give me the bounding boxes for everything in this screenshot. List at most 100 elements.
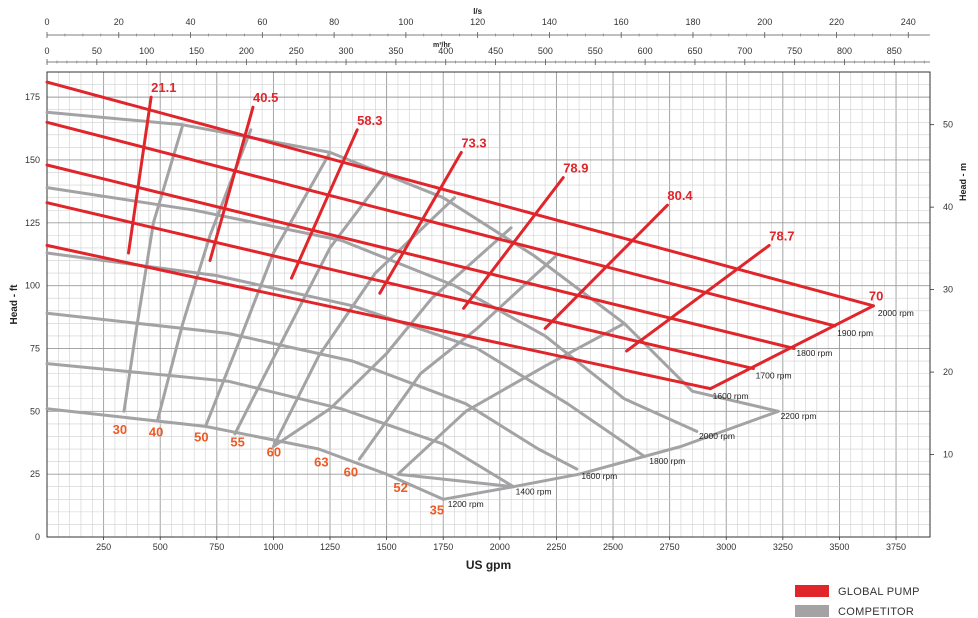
top-axis-m3hr-tick-label: 350 — [388, 46, 403, 56]
competitor-efficiency-label: 63 — [314, 455, 328, 470]
legend-label-global-pump: GLOBAL PUMP — [838, 586, 920, 598]
top-axis-m3hr-tick-label: 200 — [239, 46, 254, 56]
competitor-efficiency-label: 50 — [194, 429, 208, 444]
rpm-label: 1700 rpm — [756, 371, 792, 381]
competitor-efficiency-curve — [441, 485, 515, 501]
global-pump-efficiency-label: 78.7 — [769, 228, 794, 243]
x-tick-label: 1000 — [263, 542, 283, 552]
competitor-efficiency-label: 60 — [267, 445, 281, 460]
top-axis-ls-tick-label: 120 — [470, 17, 485, 27]
top-axes: l/s m³/hr 0 20 40 60 80 100 120 140 160 180 200 220… — [44, 7, 930, 65]
top-axis-m3hr-tick-label: 250 — [289, 46, 304, 56]
y-tick-label: 0 — [35, 532, 40, 542]
y2-tick-label: 20 — [943, 367, 953, 377]
top-axis-m3hr-tick-label: 800 — [837, 46, 852, 56]
y-tick-label: 25 — [30, 469, 40, 479]
legend: GLOBAL PUMP COMPETITOR — [795, 585, 920, 618]
y2-tick-label: 40 — [943, 202, 953, 212]
top-axis-ls-tick-label: 20 — [114, 17, 124, 27]
x-tick-label: 1500 — [377, 542, 397, 552]
rpm-label: 1900 rpm — [837, 328, 873, 338]
x-tick-label: 3500 — [829, 542, 849, 552]
rpm-label: 1800 rpm — [649, 456, 685, 466]
competitor-efficiency-label: 52 — [393, 480, 407, 495]
rpm-label: 2000 rpm — [878, 308, 914, 318]
global-pump-efficiency-label: 40.5 — [253, 90, 278, 105]
legend-swatch-global-pump — [795, 585, 829, 597]
global-pump-efficiency-label: 58.3 — [357, 113, 382, 128]
y2-tick-label: 50 — [943, 120, 953, 130]
competitor-speed-curve — [45, 186, 699, 433]
plot-area: 21.1 40.5 58.3 73.3 78.9 80.4 78.7 70 2000 rpm 19… — [45, 80, 914, 517]
top-axis-m3hr-tick-label: 450 — [488, 46, 503, 56]
rpm-label: 2200 rpm — [781, 411, 817, 421]
global-pump-efficiency-label: 21.1 — [151, 80, 176, 95]
top-axis-ls-tick-label: 240 — [901, 17, 916, 27]
top-axis-m3hr-tick-label: 650 — [687, 46, 702, 56]
x-tick-label: 2000 — [490, 542, 510, 552]
rpm-label: 1600 rpm — [713, 391, 749, 401]
global-pump-efficiency-label: 73.3 — [461, 135, 486, 150]
top-axis-m3hr-tick-label: 0 — [44, 46, 49, 56]
y2-tick-label: 10 — [943, 450, 953, 460]
global-pump-efficiency-label: 70 — [869, 289, 883, 304]
x-tick-label: 3000 — [716, 542, 736, 552]
top-axis-ls-tick-label: 180 — [685, 17, 700, 27]
rpm-label: 1800 rpm — [796, 348, 832, 358]
competitor-speed-curve — [45, 407, 445, 501]
competitor-efficiency-label: 55 — [230, 435, 244, 450]
top-axis-m3hr-tick-label: 550 — [588, 46, 603, 56]
x-tick-label: 500 — [153, 542, 168, 552]
y-tick-label: 100 — [25, 281, 40, 291]
y-tick-label: 150 — [25, 155, 40, 165]
global-pump-efficiency-curve — [378, 150, 463, 295]
global-pump-speed-curve — [45, 120, 837, 328]
global-pump-efficiency-curve — [290, 128, 359, 280]
top-axis-m3hr-tick-label: 850 — [887, 46, 902, 56]
top-axis-ls-tick-label: 220 — [829, 17, 844, 27]
global-pump-speed-curve — [45, 243, 712, 391]
top-axis-ls-tick-label: 40 — [186, 17, 196, 27]
rpm-label: 2000 rpm — [699, 431, 735, 441]
x-tick-label: 1250 — [320, 542, 340, 552]
top-axis-m3hr-tick-label: 600 — [638, 46, 653, 56]
competitor-speed-curve — [45, 311, 579, 471]
top-axis-ls-tick-label: 160 — [614, 17, 629, 27]
top-axis-m3hr-tick-label: 500 — [538, 46, 553, 56]
top-axis-m3hr-tick-label: 50 — [92, 46, 102, 56]
global-pump-efficiency-curve — [625, 243, 771, 353]
global-pump-speed-curve — [45, 201, 755, 371]
top-axis-ls-label: l/s — [473, 7, 482, 16]
axes: US gpm Head - ft Head - m 250 500 750 1000 1… — [9, 92, 968, 572]
x-axis-label: US gpm — [466, 558, 511, 572]
x-tick-label: 1750 — [433, 542, 453, 552]
top-axis-ls-tick-label: 140 — [542, 17, 557, 27]
y-tick-label: 50 — [30, 406, 40, 416]
competitor-efficiency-curve — [271, 226, 513, 448]
global-pump-efficiency-label: 80.4 — [667, 188, 693, 203]
global-pump-efficiency-label: 78.9 — [563, 161, 588, 176]
top-axis-m3hr-tick-label: 300 — [339, 46, 354, 56]
y-tick-label: 75 — [30, 343, 40, 353]
x-tick-label: 2750 — [660, 542, 680, 552]
competitor-efficiency-label: 60 — [344, 465, 358, 480]
competitor-efficiency-curve — [396, 321, 626, 476]
global-pump-efficiency-curve — [708, 304, 875, 391]
rpm-label: 1400 rpm — [516, 486, 552, 496]
x-tick-label: 3250 — [773, 542, 793, 552]
y2-axis-label: Head - m — [958, 163, 968, 201]
y2-tick-label: 30 — [943, 285, 953, 295]
rpm-label: 1200 rpm — [448, 499, 484, 509]
competitor-speed-curve — [45, 251, 647, 459]
competitor-efficiency-label: 35 — [430, 502, 444, 517]
y-tick-label: 125 — [25, 218, 40, 228]
competitor-efficiency-curve — [204, 150, 332, 428]
plot-frame — [46, 71, 931, 538]
x-tick-label: 2250 — [546, 542, 566, 552]
grid — [46, 71, 931, 538]
top-axis-ls-tick-label: 0 — [44, 17, 49, 27]
competitor-efficiency-curve — [122, 123, 185, 413]
top-axis-m3hr-tick-label: 700 — [737, 46, 752, 56]
top-axis-m3hr-tick-label: 750 — [787, 46, 802, 56]
